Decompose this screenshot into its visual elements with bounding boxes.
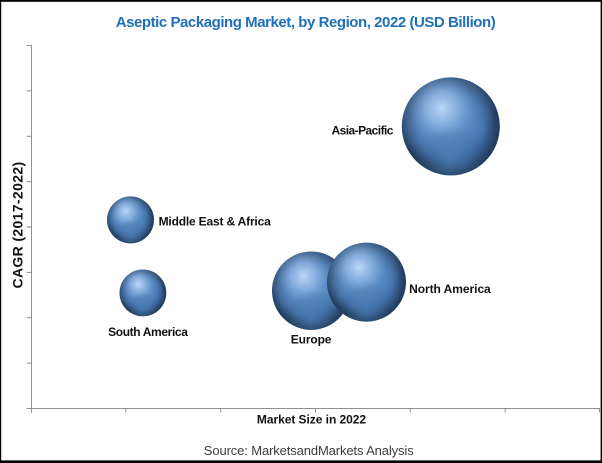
svg-text:North America: North America: [409, 282, 491, 296]
svg-text:South America: South America: [108, 325, 188, 339]
svg-text:Middle East & Africa: Middle East & Africa: [159, 214, 271, 228]
svg-text:Market Size in 2022: Market Size in 2022: [257, 412, 366, 426]
svg-text:CAGR (2017-2022): CAGR (2017-2022): [10, 162, 26, 289]
svg-text:Asia-Pacific: Asia-Pacific: [332, 124, 394, 138]
svg-text:Aseptic Packaging Market, by R: Aseptic Packaging Market, by Region, 202…: [116, 14, 496, 31]
svg-text:Europe: Europe: [291, 333, 332, 347]
svg-text:Source: MarketsandMarkets Anal: Source: MarketsandMarkets Analysis: [204, 443, 414, 458]
